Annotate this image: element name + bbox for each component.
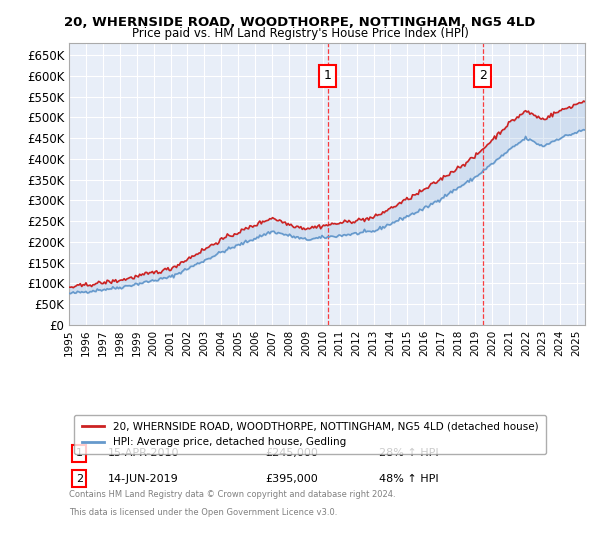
Text: 1: 1	[76, 448, 83, 458]
Legend: 20, WHERNSIDE ROAD, WOODTHORPE, NOTTINGHAM, NG5 4LD (detached house), HPI: Avera: 20, WHERNSIDE ROAD, WOODTHORPE, NOTTINGH…	[74, 415, 545, 455]
Text: 15-APR-2010: 15-APR-2010	[108, 448, 179, 458]
Text: 1: 1	[324, 69, 332, 82]
Text: 14-JUN-2019: 14-JUN-2019	[108, 474, 178, 484]
Text: Contains HM Land Registry data © Crown copyright and database right 2024.: Contains HM Land Registry data © Crown c…	[69, 489, 395, 498]
Text: 48% ↑ HPI: 48% ↑ HPI	[379, 474, 438, 484]
Text: Price paid vs. HM Land Registry's House Price Index (HPI): Price paid vs. HM Land Registry's House …	[131, 27, 469, 40]
Text: 2: 2	[76, 474, 83, 484]
Text: £395,000: £395,000	[265, 474, 318, 484]
Text: £245,000: £245,000	[265, 448, 318, 458]
Text: 28% ↑ HPI: 28% ↑ HPI	[379, 448, 438, 458]
Text: 2: 2	[479, 69, 487, 82]
Text: 20, WHERNSIDE ROAD, WOODTHORPE, NOTTINGHAM, NG5 4LD: 20, WHERNSIDE ROAD, WOODTHORPE, NOTTINGH…	[64, 16, 536, 29]
Text: This data is licensed under the Open Government Licence v3.0.: This data is licensed under the Open Gov…	[69, 508, 337, 517]
